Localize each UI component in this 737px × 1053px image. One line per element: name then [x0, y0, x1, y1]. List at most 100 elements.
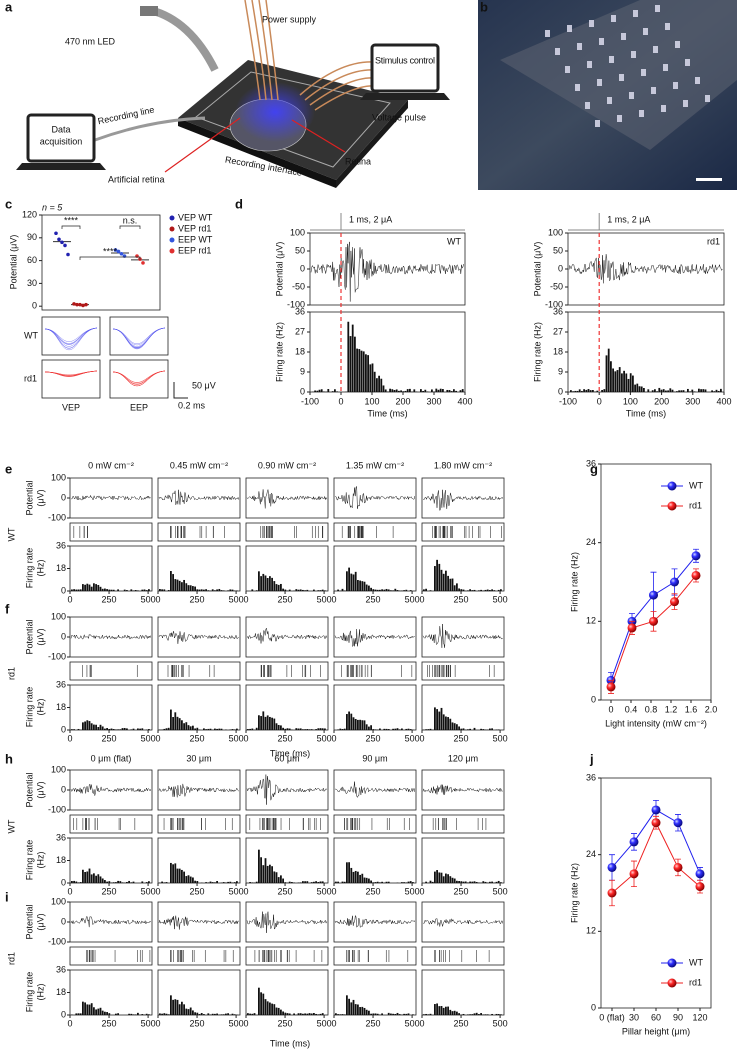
- y-tick-label: 12: [586, 616, 596, 626]
- histogram-bar: [233, 590, 236, 591]
- y-tick-label: 0: [61, 784, 66, 794]
- histogram-bar: [220, 728, 223, 730]
- histogram-bar: [464, 881, 467, 883]
- y-axis-label: Potential: [24, 480, 34, 515]
- histogram-bar: [284, 589, 287, 591]
- histogram-bar: [317, 728, 320, 730]
- histogram-bar: [372, 882, 375, 883]
- y-axis-label: Firing rate (Hz): [532, 322, 542, 382]
- histogram-bar: [183, 871, 185, 883]
- condition-title: 1.35 mW cm⁻²: [346, 460, 404, 470]
- histogram-bar: [167, 590, 170, 591]
- pillar: [663, 64, 668, 71]
- histogram-bar: [207, 882, 210, 883]
- histogram-bar: [576, 390, 579, 392]
- histogram-bar: [453, 878, 456, 883]
- histogram-bar: [381, 589, 383, 591]
- histogram-bar: [229, 589, 232, 591]
- histogram-bar: [126, 590, 128, 591]
- histogram-bar: [482, 881, 485, 883]
- histogram-bar: [222, 1014, 225, 1015]
- histogram-bar: [266, 865, 269, 883]
- histogram-bar: [269, 864, 271, 883]
- histogram-bar: [269, 576, 271, 591]
- histogram-bar: [216, 880, 218, 883]
- histogram-bar: [445, 716, 447, 730]
- waveform: [112, 327, 166, 350]
- histogram-bar: [467, 590, 469, 591]
- x-tick-label: 0: [419, 886, 424, 896]
- histogram-bar: [291, 882, 293, 883]
- y-tick-label: 0: [61, 916, 66, 926]
- legend-marker: [667, 958, 677, 968]
- pillar: [655, 5, 660, 12]
- trace: [310, 241, 464, 302]
- point: [66, 252, 70, 257]
- x-axis-label: Time (ms): [626, 408, 666, 418]
- trace: [246, 489, 328, 509]
- legend-marker: [667, 481, 677, 491]
- point: [57, 237, 61, 242]
- y-axis-label: Firing rate: [24, 687, 34, 728]
- histogram-bar: [209, 728, 212, 730]
- y-tick-label: 24: [586, 849, 596, 859]
- point: [63, 243, 67, 248]
- histogram-bar: [192, 586, 194, 591]
- point: [649, 590, 658, 600]
- histogram-bar: [200, 1013, 203, 1015]
- x-tick-label: 500: [229, 1018, 244, 1028]
- histogram-bar: [379, 589, 381, 591]
- histogram-bar: [299, 882, 302, 883]
- histogram-bar: [141, 589, 144, 591]
- pillar: [599, 38, 604, 45]
- histogram-bar: [231, 882, 234, 883]
- histogram-bar: [422, 391, 424, 392]
- histogram-bar: [249, 882, 251, 883]
- histogram-bar: [389, 388, 391, 392]
- histogram-bar: [434, 1004, 436, 1015]
- histogram-bar: [313, 881, 315, 883]
- histogram-bar: [318, 389, 321, 392]
- y-axis-label: Firing rate: [24, 840, 34, 881]
- pillar: [661, 105, 666, 112]
- histogram-bar: [321, 589, 324, 591]
- histogram-bar: [145, 1013, 148, 1015]
- histogram-bar: [348, 567, 350, 591]
- histogram-bar: [286, 1013, 289, 1015]
- histogram-bar: [346, 862, 348, 883]
- histogram-bar: [101, 588, 104, 591]
- x-tick-label: 0: [243, 594, 248, 604]
- y-tick-label: 36: [586, 772, 596, 782]
- histogram-bar: [392, 728, 394, 730]
- waveform: [44, 327, 98, 349]
- histogram-bar: [403, 1013, 405, 1015]
- histogram-bar: [189, 1007, 192, 1015]
- histogram-bar: [117, 589, 119, 591]
- histogram-bar: [629, 373, 632, 392]
- histogram-bar: [273, 581, 276, 591]
- y-axis-label: Potential: [24, 772, 34, 807]
- histogram-bar: [497, 729, 500, 730]
- histogram-bar: [297, 882, 300, 883]
- histogram-bar: [295, 728, 298, 730]
- histogram-bar: [145, 590, 148, 591]
- histogram-bar: [306, 881, 309, 883]
- point: [113, 248, 118, 252]
- x-tick-label: 500: [405, 1018, 420, 1028]
- x-tick-label: 250: [278, 594, 293, 604]
- y-tick-label: 100: [51, 896, 66, 906]
- histogram-bar: [271, 717, 273, 730]
- point: [606, 682, 616, 692]
- y-tick-label: 18: [56, 702, 66, 712]
- histogram-bar: [99, 1007, 102, 1015]
- histogram-bar: [271, 577, 273, 591]
- histogram-bar: [112, 882, 115, 883]
- histogram-bar: [398, 1014, 401, 1015]
- histogram-bar: [304, 881, 306, 883]
- histogram-bar: [361, 720, 364, 730]
- significance: ****: [64, 215, 79, 225]
- histogram-bar: [277, 584, 280, 591]
- y-tick-label: 0: [300, 263, 305, 273]
- trace: [334, 485, 416, 509]
- axes-frame: [157, 901, 241, 943]
